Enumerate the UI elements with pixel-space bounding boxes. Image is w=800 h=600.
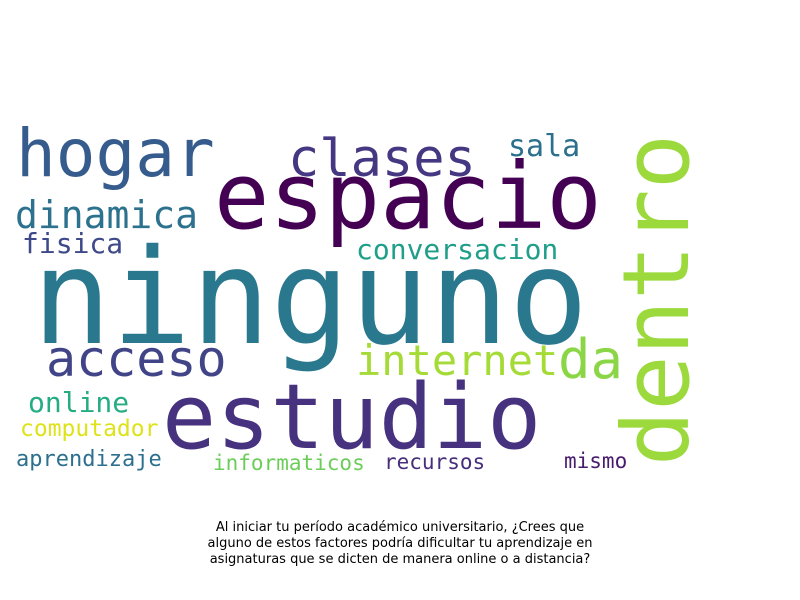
word-recursos: recursos: [384, 450, 486, 474]
word-conversacion: conversacion: [356, 233, 559, 266]
word-dentro: dentro: [603, 133, 710, 467]
word-mismo: mismo: [564, 449, 628, 473]
word-internet: internet: [356, 336, 559, 385]
word-computador: computador: [20, 416, 159, 442]
word-dinamica: dinamica: [15, 193, 199, 237]
word-da: da: [558, 328, 624, 391]
word-acceso: acceso: [46, 330, 227, 388]
word-clases: clases: [288, 129, 476, 189]
word-sala: sala: [508, 129, 581, 164]
caption-line-2: alguno de estos factores podría dificult…: [207, 536, 593, 551]
word-fisica: fisica: [22, 227, 124, 260]
word-ninguno: ninguno: [32, 221, 589, 375]
word-espacio: espacio: [214, 143, 602, 250]
caption-line-1: Al iniciar tu período académico universi…: [215, 520, 585, 535]
word-informaticos: informaticos: [213, 451, 365, 475]
word-online: online: [28, 386, 130, 419]
word-aprendizaje: aprendizaje: [16, 447, 162, 472]
word-estudio: estudio: [162, 365, 542, 470]
word-hogar: hogar: [16, 115, 215, 192]
caption-line-3: asignaturas que se dicten de manera onli…: [209, 552, 591, 567]
caption: Al iniciar tu período académico universi…: [150, 520, 650, 568]
